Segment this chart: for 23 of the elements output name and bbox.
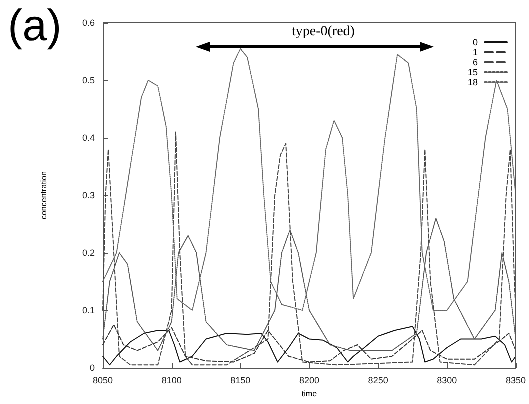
x-tick-label: 8250 [368, 376, 388, 386]
x-tick-label: 8050 [92, 376, 114, 386]
y-tick-label: 0.3 [82, 190, 95, 200]
annotation: type-0(red) [292, 24, 356, 40]
x-tick-label: 8100 [162, 376, 182, 386]
y-tick-label: 0.2 [82, 248, 95, 258]
x-tick-label: 8350 [506, 376, 526, 386]
y-tick-label: 0.6 [82, 18, 95, 28]
legend-label: 0 [472, 38, 478, 48]
y-axis-title: concentration [40, 171, 48, 220]
text: (a) [8, 2, 62, 50]
legend-label: 6 [472, 58, 478, 68]
legend-label: 18 [468, 78, 478, 88]
legend-label: 1 [472, 48, 478, 58]
legend-label: 15 [468, 68, 478, 78]
x-axis-title: time [302, 390, 318, 398]
y-tick-label: 0 [90, 363, 95, 373]
y-tick-label: 0.4 [82, 133, 95, 143]
x-tick-label: 8150 [230, 376, 251, 386]
y-tick-label: 0.1 [82, 306, 95, 316]
x-tick-label: 8300 [437, 376, 458, 386]
y-tick-label: 0.5 [82, 76, 95, 86]
x-tick-label: 8200 [299, 376, 320, 386]
